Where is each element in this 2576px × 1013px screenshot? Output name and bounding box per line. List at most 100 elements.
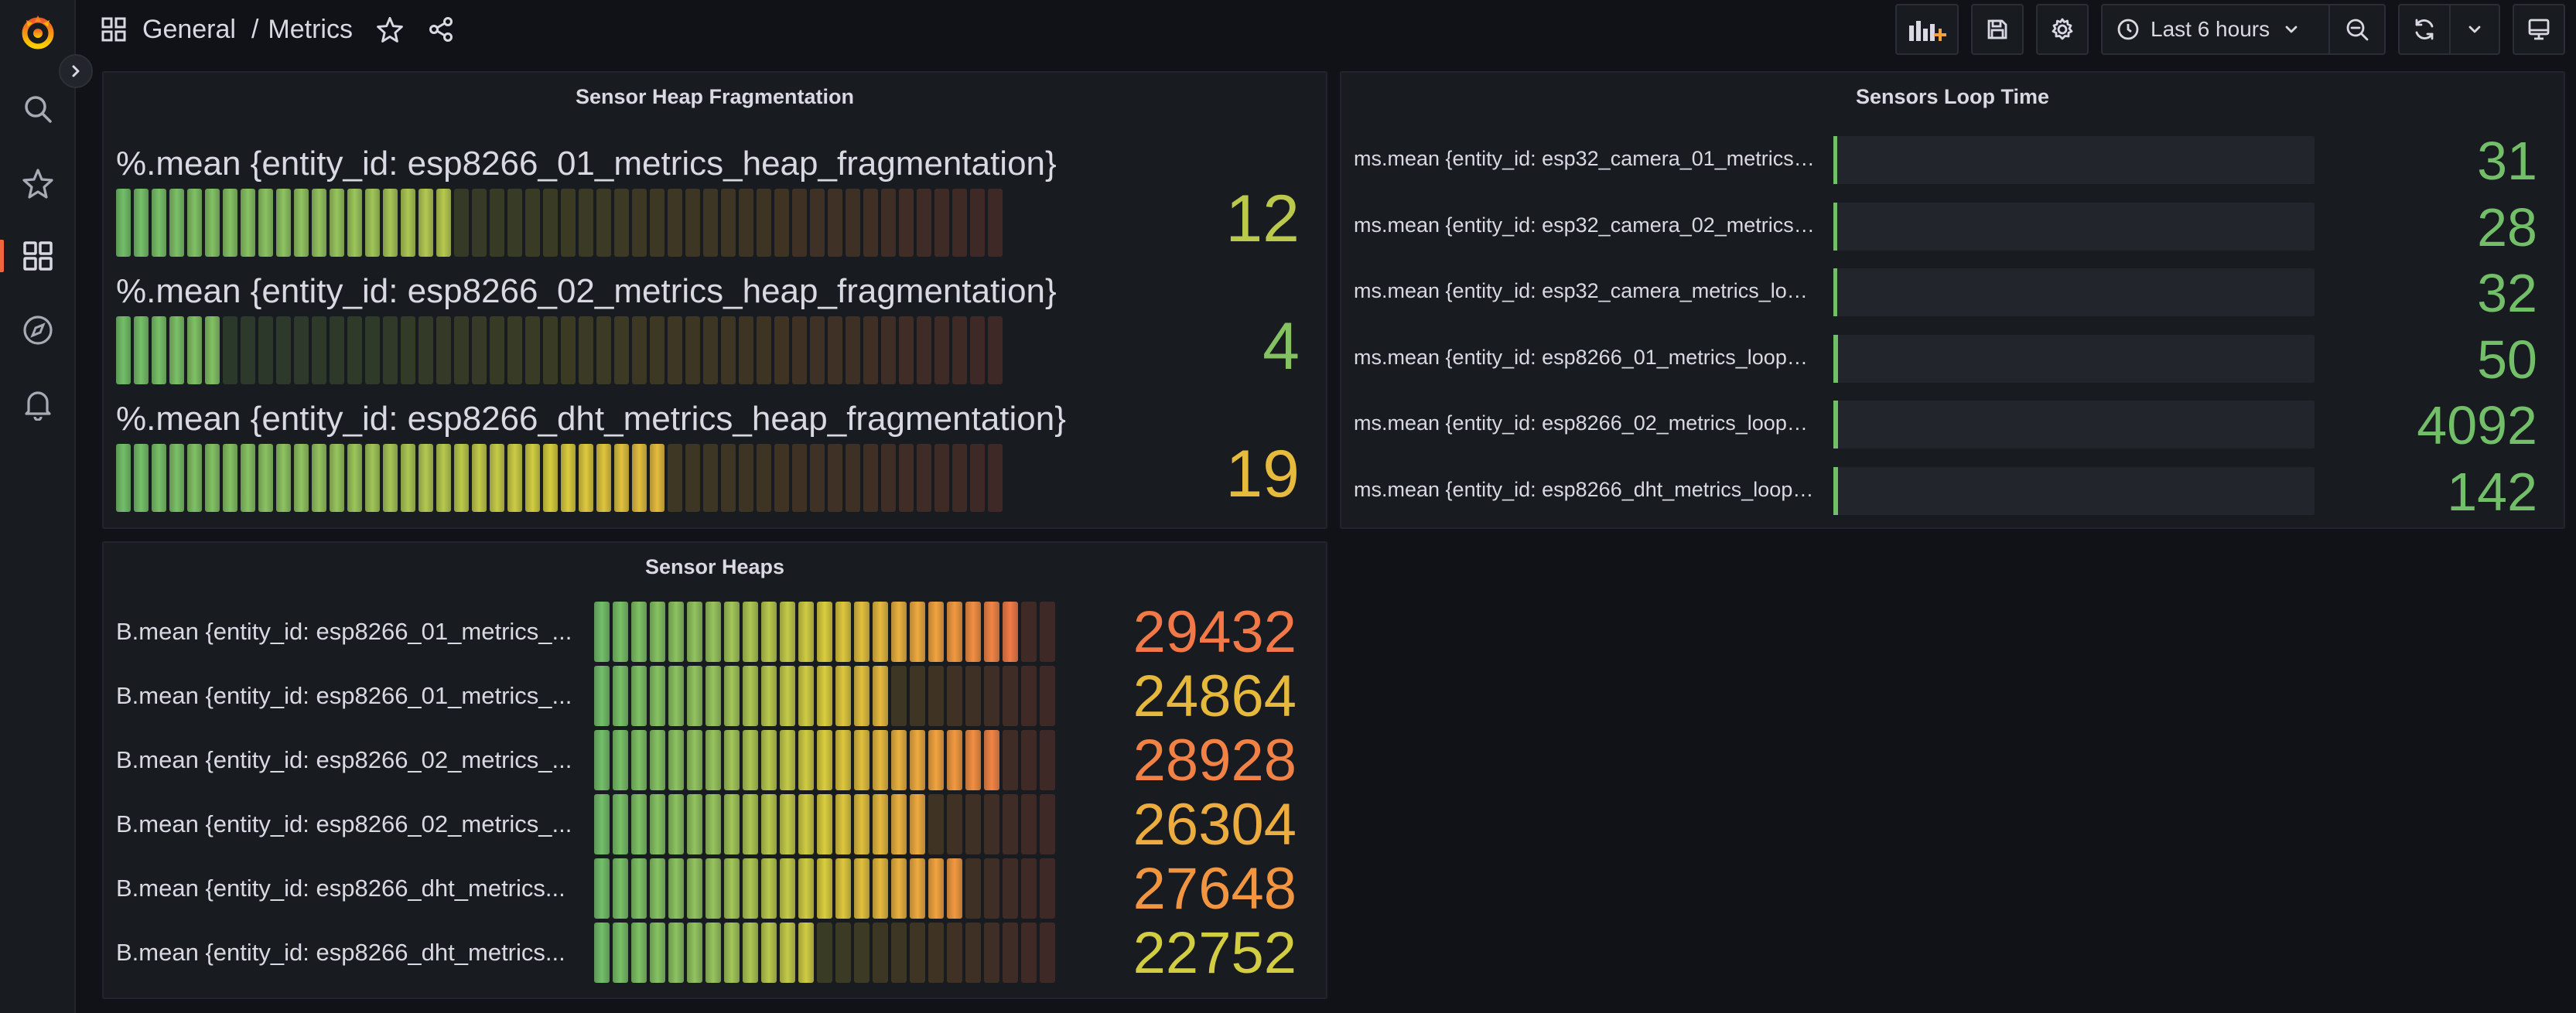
- gauge-cell: [873, 923, 888, 983]
- bar-gauge-track: [1833, 466, 2315, 515]
- gauge-cell: [743, 858, 758, 919]
- explore-icon[interactable]: [0, 303, 76, 357]
- starred-icon[interactable]: [0, 156, 76, 210]
- sensor-heaps-panel[interactable]: Sensor Heaps B.mean {entity_id: esp8266_…: [102, 541, 1327, 999]
- gauge-cell: [873, 858, 888, 919]
- gauge-cell: [828, 444, 842, 512]
- bar-gauge-fill: [1833, 136, 1837, 184]
- save-icon: [1987, 19, 2007, 39]
- gauge-cell: [614, 444, 629, 512]
- dashboards-icon[interactable]: [0, 229, 76, 283]
- dashboard-title[interactable]: Metrics: [268, 14, 353, 44]
- gauge-cell: [1003, 923, 1018, 983]
- bar-gauge-fill: [1833, 466, 1838, 515]
- gauge-cell: [881, 189, 896, 257]
- bar-gauge-track: [1833, 136, 2315, 184]
- search-icon[interactable]: [0, 82, 76, 136]
- gauge-cell: [947, 923, 962, 983]
- gauge-cell: [1040, 923, 1055, 983]
- gauge-cell: [525, 316, 540, 384]
- star-dashboard-icon[interactable]: [376, 15, 404, 43]
- gauge-cell: [798, 923, 814, 983]
- zoom-out-button[interactable]: [2330, 4, 2386, 55]
- gauge-cell: [668, 858, 684, 919]
- dashboard-settings-button[interactable]: [2036, 4, 2089, 55]
- cycle-view-mode-button[interactable]: [2513, 4, 2565, 55]
- gauge-row: ms.mean {entity_id: esp32_camera_metrics…: [1341, 263, 2564, 323]
- gauge-cell: [928, 730, 944, 790]
- gauge-cell: [761, 602, 777, 662]
- gauge-cell: [613, 858, 628, 919]
- gauge-row: B.mean {entity_id: esp8266_02_metrics_..…: [104, 792, 1326, 858]
- gauge-cell: [965, 858, 981, 919]
- gauge-cell: [899, 444, 914, 512]
- gauge-cell: [347, 316, 362, 384]
- gauge-cell: [984, 602, 999, 662]
- gauge-cell: [947, 858, 962, 919]
- bar-gauge-track: [1833, 334, 2315, 383]
- gauge-cell: [614, 189, 629, 257]
- refresh-interval-dropdown[interactable]: [2451, 4, 2500, 55]
- zoom-out-icon: [2346, 19, 2369, 41]
- gauge-cell: [152, 316, 166, 384]
- series-value: 27648: [1133, 856, 1297, 922]
- time-picker-button[interactable]: Last 6 hours: [2101, 4, 2330, 55]
- gauge-cell: [835, 602, 851, 662]
- series-label: ms.mean {entity_id: esp8266_01_metrics_l…: [1354, 345, 1818, 369]
- gauge-cell: [454, 189, 469, 257]
- gauge-cell: [347, 444, 362, 512]
- refresh-button[interactable]: [2398, 4, 2451, 55]
- gauge-cell: [631, 923, 647, 983]
- gauge-cell: [561, 189, 576, 257]
- expand-sidebar-button[interactable]: [59, 54, 93, 88]
- gauge-cell: [116, 444, 131, 512]
- gauge-cell: [631, 730, 647, 790]
- share-icon[interactable]: [427, 15, 455, 43]
- gauge-cell: [241, 189, 255, 257]
- breadcrumb-folder-link[interactable]: General: [142, 14, 236, 44]
- series-value: 12: [1225, 182, 1300, 256]
- gauge-cell: [817, 923, 832, 983]
- gauge-cell: [846, 444, 860, 512]
- gauge-cell: [1040, 730, 1055, 790]
- gauge-cell: [579, 316, 593, 384]
- gauge-cell: [835, 794, 851, 854]
- gauge-cell: [596, 444, 611, 512]
- grafana-logo-icon[interactable]: [0, 5, 76, 59]
- heap-fragmentation-panel[interactable]: Sensor Heap Fragmentation %.mean {entity…: [102, 71, 1327, 529]
- gauge-cell: [401, 189, 415, 257]
- chevron-right-icon: [72, 65, 80, 77]
- lcd-gauge-bar: [594, 923, 1074, 983]
- gauge-cell: [846, 189, 860, 257]
- series-label: B.mean {entity_id: esp8266_01_metrics_..…: [116, 682, 572, 709]
- loop-time-panel[interactable]: Sensors Loop Time ms.mean {entity_id: es…: [1340, 71, 2565, 529]
- gauge-cell: [721, 316, 736, 384]
- gauge-cell: [419, 189, 433, 257]
- gauge-cell: [984, 666, 999, 726]
- gauge-cell: [988, 189, 1003, 257]
- gauge-cell: [810, 316, 825, 384]
- gauge-cell: [792, 444, 807, 512]
- gauge-cell: [631, 858, 647, 919]
- gauge-cell: [632, 316, 647, 384]
- add-panel-button[interactable]: [1895, 4, 1959, 55]
- series-label: %.mean {entity_id: esp8266_02_metrics_he…: [116, 272, 1057, 310]
- save-dashboard-button[interactable]: [1971, 4, 2024, 55]
- gauge-cell: [347, 189, 362, 257]
- chevron-down-icon: [2285, 26, 2298, 33]
- gauge-cell: [780, 923, 795, 983]
- gauge-cell: [594, 858, 610, 919]
- gauge-cell: [294, 189, 309, 257]
- gauge-cell: [891, 923, 907, 983]
- gauge-row: B.mean {entity_id: esp8266_01_metrics_..…: [104, 599, 1326, 665]
- gauge-cell: [685, 316, 700, 384]
- gauge-cell: [1040, 858, 1055, 919]
- gauge-cell: [276, 189, 291, 257]
- gauge-cell: [596, 189, 611, 257]
- gauge-cell: [703, 189, 718, 257]
- alerting-bell-icon[interactable]: [0, 377, 76, 431]
- gauge-cell: [854, 858, 869, 919]
- gauge-cell: [863, 189, 878, 257]
- clock-icon: [2117, 19, 2139, 40]
- gauge-cell: [743, 730, 758, 790]
